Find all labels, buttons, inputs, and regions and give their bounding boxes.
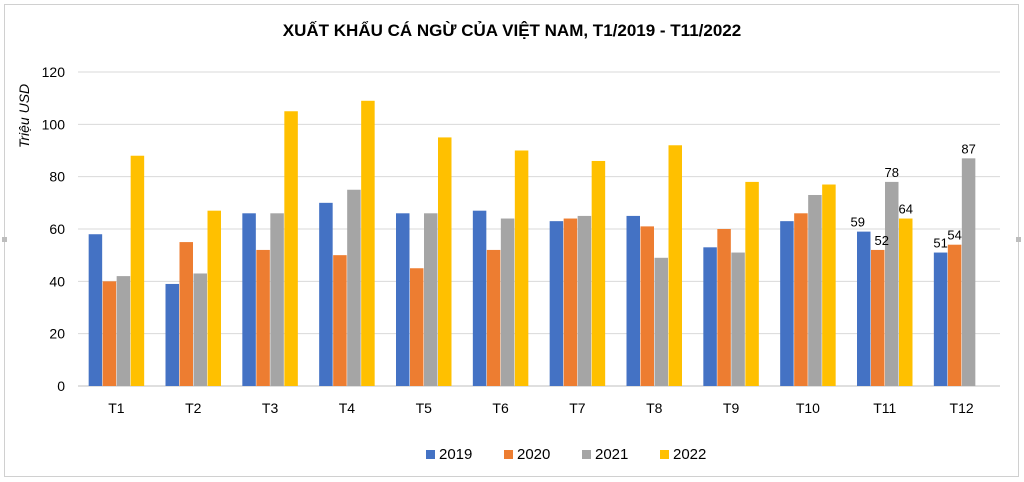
x-tick-label: T10 xyxy=(796,400,820,416)
chart-frame xyxy=(2,4,1021,477)
chart-title: XUẤT KHẨU CÁ NGỪ CỦA VIỆT NAM, T1/2019 -… xyxy=(283,21,741,40)
bar-T8-2022 xyxy=(668,145,682,386)
bar-T5-2020 xyxy=(410,268,424,386)
data-label: 51 xyxy=(933,236,947,251)
bar-T10-2019 xyxy=(780,221,794,386)
x-tick-label: T6 xyxy=(492,400,509,416)
x-tick-label: T12 xyxy=(950,400,974,416)
data-label: 64 xyxy=(899,202,913,217)
legend-label: 2019 xyxy=(439,446,472,463)
bar-T2-2019 xyxy=(165,283,179,386)
y-tick-label: 120 xyxy=(42,64,66,80)
data-label: 54 xyxy=(947,228,961,243)
bar-T9-2019 xyxy=(703,247,717,386)
bar-T9-2022 xyxy=(745,181,759,386)
bar-T9-2021 xyxy=(731,252,745,386)
bar-T3-2022 xyxy=(284,111,298,386)
y-tick-label: 100 xyxy=(42,116,66,132)
bar-T12-2019 xyxy=(933,252,948,386)
legend-item-2022: 2022 xyxy=(660,446,706,463)
y-tick-label: 40 xyxy=(49,273,65,289)
bar-T6-2022 xyxy=(514,150,529,386)
x-tick-label: T8 xyxy=(646,400,663,416)
data-label: 59 xyxy=(851,215,865,230)
bar-T11-2019 xyxy=(857,231,871,386)
x-axis-ticks: T1 T2 T3 T4 T5 T6 T7 T8 T9 T10 T11 T12 xyxy=(108,400,974,416)
legend-label: 2021 xyxy=(595,446,628,463)
bar-T3-2021 xyxy=(270,213,284,386)
legend: 2019 2020 2021 2022 xyxy=(426,446,706,463)
bar-T1-2019 xyxy=(88,234,103,386)
bar-T9-2020 xyxy=(717,229,731,386)
x-tick-label: T4 xyxy=(339,400,356,416)
data-label: 52 xyxy=(875,233,889,248)
bar-T1-2021 xyxy=(116,276,131,386)
bar-T7-2022 xyxy=(591,160,606,386)
bar-T10-2022 xyxy=(822,184,836,386)
bar-T5-2019 xyxy=(396,213,410,386)
data-label: 87 xyxy=(961,141,975,156)
bar-T8-2021 xyxy=(654,257,668,386)
bar-T2-2022 xyxy=(207,210,221,386)
x-tick-label: T9 xyxy=(723,400,740,416)
resize-handle-left[interactable] xyxy=(2,237,7,242)
bar-T3-2019 xyxy=(242,213,256,386)
bar-T3-2020 xyxy=(256,249,270,386)
bar-T11-2020 xyxy=(871,249,885,386)
bar-T2-2020 xyxy=(179,242,193,386)
bar-T8-2020 xyxy=(640,226,654,386)
bar-T5-2021 xyxy=(424,213,438,386)
bar-T4-2020 xyxy=(333,255,347,386)
bar-T7-2021 xyxy=(577,215,592,386)
bar-T6-2020 xyxy=(486,249,501,386)
y-tick-label: 0 xyxy=(57,378,65,394)
resize-handle-right[interactable] xyxy=(1016,237,1021,242)
legend-swatch xyxy=(426,450,435,459)
gridlines xyxy=(78,71,1000,387)
legend-label: 2022 xyxy=(673,446,706,463)
x-tick-label: T2 xyxy=(185,400,202,416)
x-tick-label: T7 xyxy=(569,400,586,416)
data-label: 78 xyxy=(885,165,899,180)
bar-T8-2019 xyxy=(626,215,640,386)
legend-item-2021: 2021 xyxy=(582,446,628,463)
bar-T1-2022 xyxy=(130,155,145,386)
bar-T4-2019 xyxy=(319,202,333,386)
bar-T11-2022 xyxy=(899,218,913,386)
bar-T2-2021 xyxy=(193,273,207,386)
bar-T5-2022 xyxy=(438,137,452,386)
x-tick-label: T5 xyxy=(416,400,433,416)
y-tick-label: 80 xyxy=(49,169,65,185)
bar-T4-2022 xyxy=(361,100,375,387)
bars xyxy=(88,100,976,387)
x-tick-label: T3 xyxy=(262,400,279,416)
y-tick-label: 60 xyxy=(49,221,65,237)
bar-T12-2020 xyxy=(947,244,962,386)
legend-item-2019: 2019 xyxy=(426,446,472,463)
legend-swatch xyxy=(504,450,513,459)
bar-T7-2020 xyxy=(563,218,578,386)
bar-T10-2021 xyxy=(808,194,822,386)
bar-T11-2021 xyxy=(885,181,899,386)
bar-T4-2021 xyxy=(347,189,361,386)
bar-T12-2021 xyxy=(961,158,976,386)
y-axis-ticks: 0 20 40 60 80 100 120 xyxy=(42,64,66,394)
bar-T1-2020 xyxy=(102,281,117,386)
bar-T10-2020 xyxy=(794,213,808,386)
y-axis-label: Triệu USD xyxy=(16,84,32,148)
bar-T6-2019 xyxy=(472,210,487,386)
x-tick-label: T1 xyxy=(108,400,125,416)
x-tick-label: T11 xyxy=(873,400,896,416)
legend-swatch xyxy=(660,450,669,459)
legend-swatch xyxy=(582,450,591,459)
bar-T7-2019 xyxy=(549,221,564,386)
legend-label: 2020 xyxy=(517,446,550,463)
y-tick-label: 20 xyxy=(49,326,65,342)
legend-item-2020: 2020 xyxy=(504,446,550,463)
bar-T6-2021 xyxy=(500,218,515,386)
